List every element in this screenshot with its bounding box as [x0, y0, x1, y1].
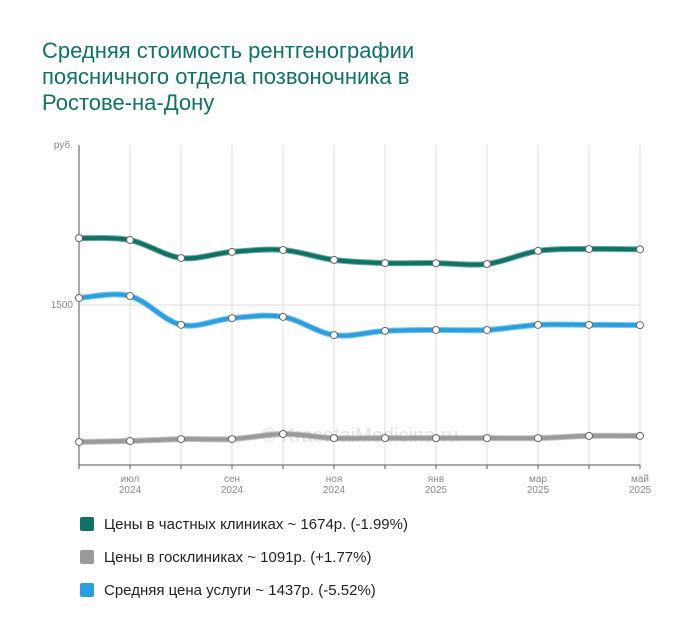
legend-label: Цены в госклиниках ~ 1091р. (+1.77%): [104, 549, 372, 566]
y-axis-label: руб.: [54, 139, 73, 151]
data-point: [177, 435, 185, 444]
data-point: [432, 434, 440, 443]
data-point: [534, 434, 542, 443]
legend-swatch: [80, 550, 94, 564]
data-point: [585, 320, 593, 329]
data-point: [381, 259, 389, 268]
data-point: [381, 326, 389, 335]
data-point: [126, 292, 134, 301]
data-point: [126, 437, 134, 445]
data-point: [483, 434, 491, 443]
x-tick-label: янв 2025: [424, 474, 448, 496]
data-point: [126, 236, 134, 245]
data-point: [330, 434, 338, 443]
data-point: [534, 246, 542, 255]
data-point: [330, 331, 338, 340]
legend-swatch: [80, 517, 94, 531]
data-point: [279, 245, 287, 254]
data-point: [177, 320, 185, 329]
data-point: [381, 434, 389, 443]
data-point: [585, 245, 593, 253]
y-tick-label: 1500: [51, 300, 74, 311]
data-point: [177, 253, 185, 262]
legend-label: Средняя цена услуги ~ 1437р. (-5.52%): [104, 582, 376, 599]
data-point: [636, 431, 644, 440]
data-point: [75, 437, 83, 446]
data-point: [228, 435, 236, 444]
data-point: [483, 325, 491, 334]
x-tick-label: июл 2024: [118, 474, 142, 496]
data-point: [228, 314, 236, 323]
series-line: [77, 235, 642, 267]
x-tick-label: мар 2025: [526, 474, 550, 496]
series-line: [77, 292, 642, 338]
data-point: [75, 234, 83, 243]
data-point: [330, 255, 338, 264]
data-point: [432, 259, 440, 268]
data-point: [636, 245, 644, 254]
x-tick-label: ноя 2024: [322, 474, 346, 496]
x-tick-label: сен 2024: [220, 474, 244, 496]
x-tick-label: май 2025: [628, 474, 652, 496]
legend-label: Цены в частных клиниках ~ 1674р. (-1.99%…: [104, 516, 408, 533]
data-point: [228, 247, 236, 256]
series-line: [77, 431, 642, 444]
data-point: [279, 312, 287, 321]
chart-title: Средняя стоимость рентгенографии пояснич…: [42, 38, 415, 115]
data-point: [432, 325, 440, 334]
data-point: [585, 431, 593, 440]
data-point: [279, 429, 287, 438]
data-point: [75, 293, 83, 302]
legend-swatch: [80, 583, 94, 597]
data-point: [534, 320, 542, 329]
data-point: [483, 260, 491, 269]
data-point: [636, 321, 644, 330]
